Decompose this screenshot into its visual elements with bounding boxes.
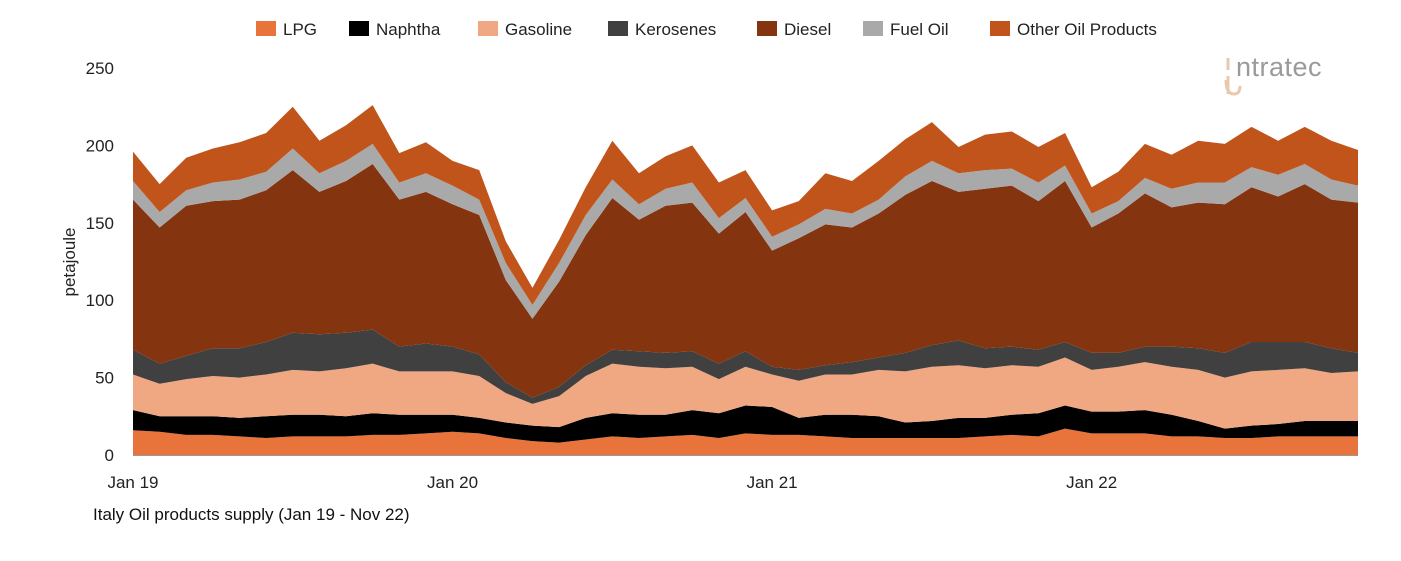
area-diesel xyxy=(133,163,1358,398)
legend-label: LPG xyxy=(283,20,317,39)
x-tick-label: Jan 19 xyxy=(107,473,158,492)
y-tick-label: 0 xyxy=(105,446,114,465)
legend-item-naphtha[interactable]: Naphtha xyxy=(349,20,441,39)
x-tick-label: Jan 21 xyxy=(747,473,798,492)
legend-swatch xyxy=(990,21,1010,36)
legend-swatch xyxy=(349,21,369,36)
legend-label: Diesel xyxy=(784,20,831,39)
legend-swatch xyxy=(256,21,276,36)
x-axis: Jan 19 Jan 20 Jan 21 Jan 22 xyxy=(107,473,1117,492)
plot-areas xyxy=(133,105,1358,455)
logo-text: ntratec xyxy=(1236,52,1322,82)
y-axis-label: petajoule xyxy=(60,227,79,296)
intratec-logo: ntratec xyxy=(1224,52,1322,96)
y-tick-label: 100 xyxy=(86,291,114,310)
legend: LPG Naphtha Gasoline Kerosenes Diesel Fuel Oi… xyxy=(256,20,1157,39)
legend-label: Other Oil Products xyxy=(1017,20,1157,39)
area-fuel-oil xyxy=(133,143,1358,319)
y-tick-label: 150 xyxy=(86,214,114,233)
legend-item-other-oil-products[interactable]: Other Oil Products xyxy=(990,20,1157,39)
area-gasoline xyxy=(133,357,1358,429)
legend-label: Fuel Oil xyxy=(890,20,949,39)
legend-item-gasoline[interactable]: Gasoline xyxy=(478,20,572,39)
area-naphtha xyxy=(133,405,1358,443)
legend-swatch xyxy=(863,21,883,36)
legend-item-lpg[interactable]: LPG xyxy=(256,20,317,39)
legend-swatch xyxy=(757,21,777,36)
area-lpg xyxy=(133,428,1358,455)
area-kerosenes xyxy=(133,329,1358,404)
x-tick-label: Jan 22 xyxy=(1066,473,1117,492)
y-tick-label: 250 xyxy=(86,59,114,78)
legend-item-diesel[interactable]: Diesel xyxy=(757,20,831,39)
y-tick-label: 200 xyxy=(86,136,114,155)
logo-mark-icon xyxy=(1224,58,1242,96)
legend-label: Gasoline xyxy=(505,20,572,39)
legend-item-kerosenes[interactable]: Kerosenes xyxy=(608,20,716,39)
legend-swatch xyxy=(608,21,628,36)
legend-label: Naphtha xyxy=(376,20,441,39)
area-other-oil-products xyxy=(133,105,1358,305)
legend-item-fuel-oil[interactable]: Fuel Oil xyxy=(863,20,949,39)
chart-title: Italy Oil products supply (Jan 19 - Nov … xyxy=(93,505,410,524)
x-tick-label: Jan 20 xyxy=(427,473,478,492)
legend-label: Kerosenes xyxy=(635,20,716,39)
y-tick-label: 50 xyxy=(95,369,114,388)
y-axis: 0 50 100 150 200 250 xyxy=(86,59,114,465)
legend-swatch xyxy=(478,21,498,36)
